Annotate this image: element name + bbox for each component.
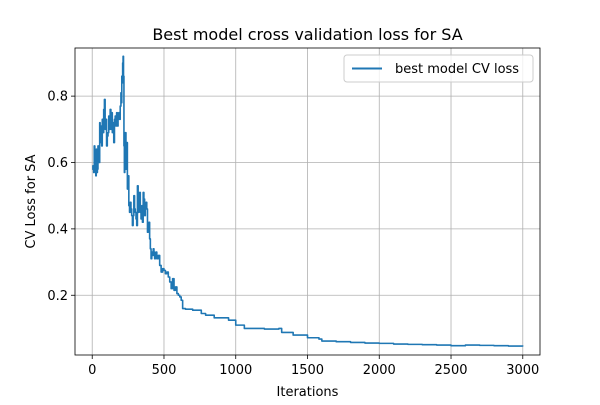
legend: best model CV loss (343, 54, 534, 83)
series-line-best-model-cv-loss (92, 55, 524, 347)
x-tick-label: 500 (152, 363, 177, 378)
y-tick-label: 0.2 (47, 289, 68, 304)
legend-label: best model CV loss (395, 62, 519, 77)
x-axis-ticks: 0 500 1000 1500 2000 2500 3000 (88, 355, 539, 378)
y-tick-label: 0.4 (47, 222, 68, 237)
y-tick-label: 0.6 (47, 156, 68, 171)
x-tick-label: 1500 (291, 363, 324, 378)
chart-title: Best model cross validation loss for SA (152, 25, 462, 44)
gridlines (75, 48, 540, 355)
x-axis-label: Iterations (277, 385, 339, 400)
y-tick-label: 0.8 (47, 90, 68, 105)
y-axis-label: CV Loss for SA (24, 154, 39, 248)
x-tick-label: 2000 (363, 363, 396, 378)
x-tick-label: 1000 (219, 363, 252, 378)
x-tick-label: 2500 (434, 363, 467, 378)
plot-area (92, 55, 524, 347)
y-axis-ticks: 0.2 0.4 0.6 0.8 (47, 90, 75, 304)
x-tick-label: 3000 (506, 363, 539, 378)
legend-box (343, 54, 534, 83)
x-tick-label: 0 (88, 363, 96, 378)
